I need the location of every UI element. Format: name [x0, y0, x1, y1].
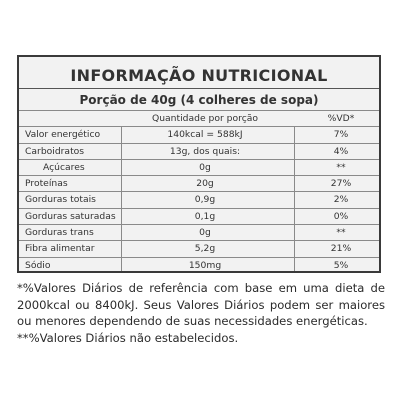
nutrient-quantity: 13g, dos quais: — [169, 145, 241, 157]
nutrient-name: Valor energético — [25, 129, 101, 141]
column-divider-quantity — [294, 127, 295, 271]
table-row: Gorduras trans 0g ** — [19, 224, 379, 240]
table-row: Valor energético 140kcal = 588kJ 7% — [19, 126, 379, 142]
nutrient-quantity: 0g — [199, 161, 211, 173]
nutrient-rows: Quantidade por porção %VD* Valor energét… — [19, 110, 379, 273]
table-row: Gorduras saturadas 0,1g 0% — [19, 207, 379, 224]
nutrient-name: Sódio — [25, 259, 51, 271]
quantity-header: Quantidade por porção — [151, 113, 258, 124]
nutrient-name: Proteínas — [25, 178, 68, 190]
table-row: Proteínas 20g 27% — [19, 175, 379, 191]
nutrition-facts-table: INFORMAÇÃO NUTRICIONAL Porção de 40g (4 … — [17, 55, 381, 273]
nutrient-name: Fibra alimentar — [25, 243, 95, 255]
nutrient-quantity: 20g — [196, 178, 214, 190]
nutrient-quantity: 0,9g — [194, 194, 216, 206]
title-divider — [19, 88, 379, 89]
nutrient-vd: 4% — [333, 145, 349, 157]
nutrient-vd: ** — [336, 227, 346, 239]
footnote-not-established: **%Valores Diários não estabelecidos. — [17, 330, 239, 345]
table-header-row: Quantidade por porção %VD* — [19, 110, 379, 126]
nutrient-quantity: 0g — [199, 227, 211, 239]
nutrient-vd: 0% — [333, 210, 349, 222]
footnotes: *%Valores Diários de referência com base… — [17, 280, 385, 346]
serving-size: Porção de 40g (4 colheres de sopa) — [79, 93, 319, 107]
footnote-daily-values: *%Valores Diários de referência com base… — [17, 281, 385, 328]
nutrient-quantity: 0,1g — [194, 210, 216, 222]
nutrient-vd: ** — [336, 161, 346, 173]
nutrient-vd: 2% — [333, 194, 349, 206]
nutrient-name: Carboidratos — [25, 145, 85, 157]
table-row: Açúcares 0g ** — [19, 158, 379, 175]
nutrient-name: Gorduras totais — [25, 194, 96, 206]
nutrient-vd: 7% — [333, 129, 349, 141]
nutrient-quantity: 150mg — [188, 259, 222, 271]
vd-header: %VD* — [327, 113, 355, 124]
nutrient-vd: 5% — [333, 259, 349, 271]
nutrient-name: Gorduras trans — [25, 227, 94, 239]
nutrient-name: Açúcares — [43, 161, 85, 173]
table-row: Carboidratos 13g, dos quais: 4% — [19, 142, 379, 159]
table-row: Sódio 150mg 5% — [19, 256, 379, 273]
table-row: Fibra alimentar 5,2g 21% — [19, 240, 379, 256]
table-row: Gorduras totais 0,9g 2% — [19, 191, 379, 207]
nutrient-quantity: 5,2g — [194, 243, 216, 255]
nutrient-name: Gorduras saturadas — [25, 210, 116, 222]
nutrient-vd: 27% — [330, 178, 352, 190]
nutrient-vd: 21% — [330, 243, 352, 255]
table-title: INFORMAÇÃO NUTRICIONAL — [70, 66, 328, 85]
nutrient-quantity: 140kcal = 588kJ — [167, 129, 243, 141]
column-divider-name — [121, 127, 122, 271]
